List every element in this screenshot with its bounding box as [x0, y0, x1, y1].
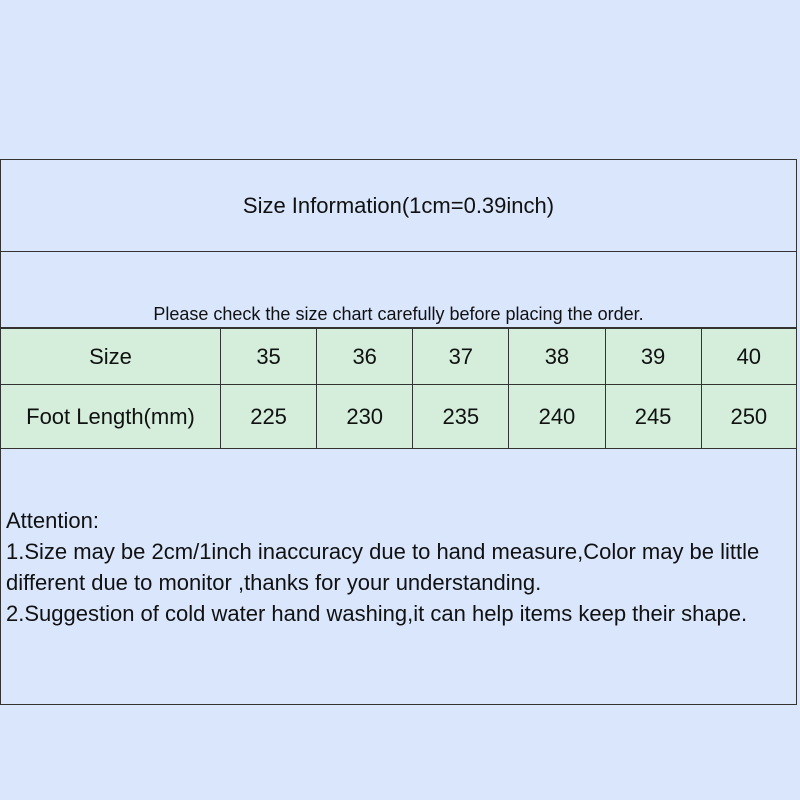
table-cell: 40	[700, 328, 796, 385]
table-cell: 39	[604, 328, 702, 385]
size-chart: Size Information(1cm=0.39inch) Please ch…	[0, 159, 797, 705]
table-cell: 37	[412, 328, 510, 385]
attention-heading: Attention:	[6, 508, 99, 533]
attention-line-1: 1.Size may be 2cm/1inch inaccuracy due t…	[6, 539, 760, 595]
table-cell: 225	[219, 384, 318, 449]
table-cell: 245	[604, 384, 702, 449]
table-cell: 35	[219, 328, 318, 385]
table-cell: 235	[412, 384, 510, 449]
chart-title: Size Information(1cm=0.39inch)	[1, 160, 796, 252]
attention-line-2: 2.Suggestion of cold water hand washing,…	[6, 601, 748, 626]
table-cell: 36	[316, 328, 414, 385]
table-cell: 240	[508, 384, 606, 449]
table-cell: 250	[700, 384, 796, 449]
size-note: Please check the size chart carefully be…	[1, 251, 796, 328]
size-table: Size 35 36 37 38 39 40 Foot Length(mm) 2…	[1, 328, 796, 449]
row-label: Size	[1, 328, 221, 385]
table-cell: 38	[508, 328, 606, 385]
row-label: Foot Length(mm)	[1, 384, 221, 449]
table-cell: 230	[316, 384, 414, 449]
attention-section: Attention: 1.Size may be 2cm/1inch inacc…	[6, 505, 776, 629]
table-row-foot-length: Foot Length(mm) 225 230 235 240 245 250	[1, 384, 796, 449]
table-row-size: Size 35 36 37 38 39 40	[1, 328, 796, 385]
